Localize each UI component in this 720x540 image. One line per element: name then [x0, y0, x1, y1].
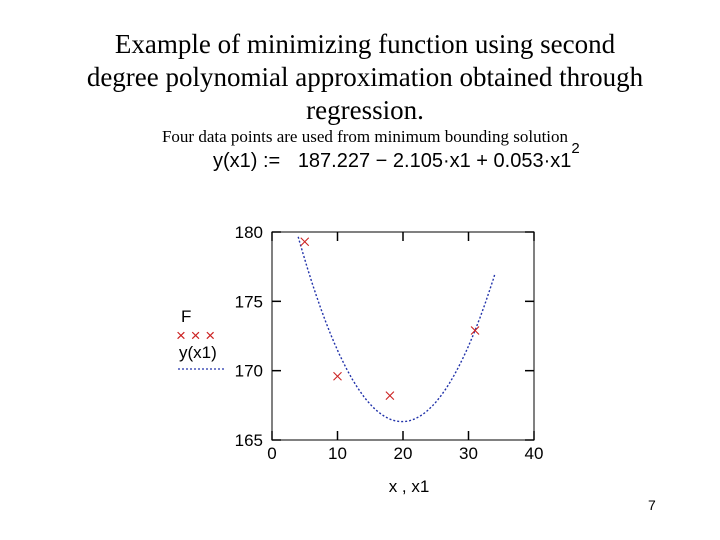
regression-equation: y(x1) := 187.227 − 2.105·x1 + 0.053·x12 [213, 140, 580, 190]
data-point-f [470, 326, 480, 335]
equation-exponent: 2 [571, 140, 580, 157]
slide-subtitle: Four data points are used from minimum b… [161, 127, 569, 146]
y-tick-label: 165 [235, 431, 263, 450]
y-axis: 165 170 175 180 [235, 223, 534, 450]
data-point-f [300, 237, 310, 247]
x-tick-label: 20 [394, 444, 413, 463]
legend-markers-f: × × × [176, 326, 215, 345]
x-tick-label: 0 [267, 444, 276, 463]
x-tick-label: 40 [525, 444, 544, 463]
y-tick-label: 180 [235, 223, 263, 242]
legend: F × × × y(x1) [176, 307, 224, 370]
fitted-curve-y-x1 [297, 236, 496, 423]
marker-stroke [300, 237, 310, 247]
x-tick-label: 10 [328, 444, 347, 463]
data-point-f [333, 371, 342, 381]
x-tick-label: 30 [459, 444, 478, 463]
equation-lhs: y(x1) := [213, 150, 281, 172]
marker-stroke [470, 326, 480, 335]
marker-stroke [333, 371, 342, 381]
title-line: Example of minimizing function using sec… [114, 29, 616, 59]
x-axis: 0 10 20 30 40 [267, 232, 543, 463]
legend-label-f: F [181, 307, 191, 326]
marker-layer [300, 237, 480, 401]
y-tick-label: 175 [235, 292, 263, 311]
page-number: 7 [648, 497, 656, 513]
title-line: regression. [306, 95, 424, 125]
legend-label-y: y(x1) [179, 343, 217, 362]
x-axis-label: x , x1 [389, 477, 430, 496]
plot-frame [271, 231, 535, 441]
y-tick-label: 170 [235, 362, 263, 381]
slide-title: Example of minimizing function using sec… [20, 28, 710, 127]
equation-rhs: 187.227 − 2.105·x1 + 0.053·x1 [297, 150, 572, 172]
data-point-f [385, 391, 395, 401]
marker-stroke [385, 391, 395, 401]
title-line: degree polynomial approximation obtained… [86, 62, 644, 92]
curve-layer [297, 236, 496, 423]
